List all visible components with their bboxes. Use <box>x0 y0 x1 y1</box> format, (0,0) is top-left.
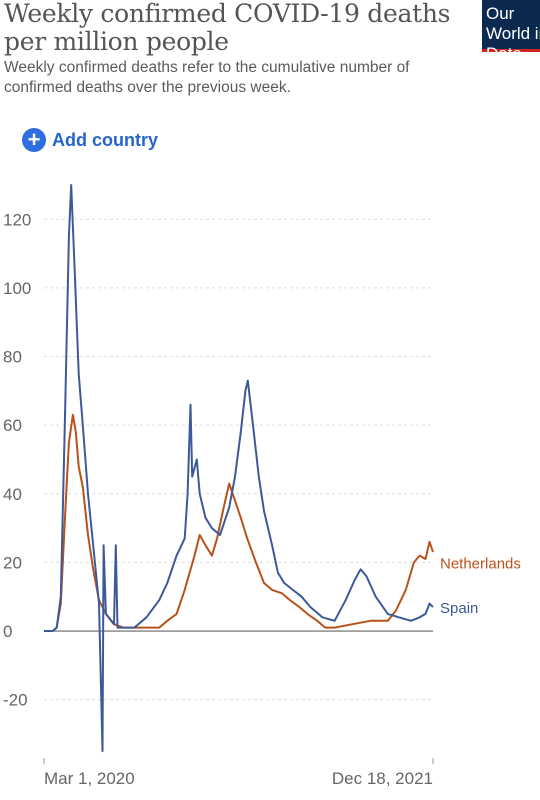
y-tick-label: 100 <box>3 279 31 298</box>
y-tick-label: 120 <box>3 210 31 229</box>
y-tick-label: 0 <box>3 622 12 641</box>
series-label-netherlands: Netherlands <box>440 555 521 572</box>
series-label-spain: Spain <box>440 600 478 617</box>
x-tick-label: Dec 18, 2021 <box>332 769 433 788</box>
series-line-netherlands <box>44 413 434 632</box>
plus-circle-icon: + <box>22 128 46 152</box>
chart-title: Weekly confirmed COVID-19 deaths per mil… <box>4 0 451 56</box>
series-line-spain <box>44 184 434 753</box>
y-tick-label: 60 <box>3 416 22 435</box>
y-tick-label: 80 <box>3 348 22 367</box>
add-country-button[interactable]: + Add country <box>22 128 158 152</box>
owid-logo[interactable]: Our World in Data <box>482 0 540 63</box>
x-tick-label: Mar 1, 2020 <box>44 769 135 788</box>
y-tick-label: 20 <box>3 553 22 572</box>
add-country-label: Add country <box>52 129 158 150</box>
chart-subtitle: Weekly confirmed deaths refer to the cum… <box>4 59 410 96</box>
y-tick-label: -20 <box>3 691 28 710</box>
y-tick-label: 40 <box>3 485 22 504</box>
